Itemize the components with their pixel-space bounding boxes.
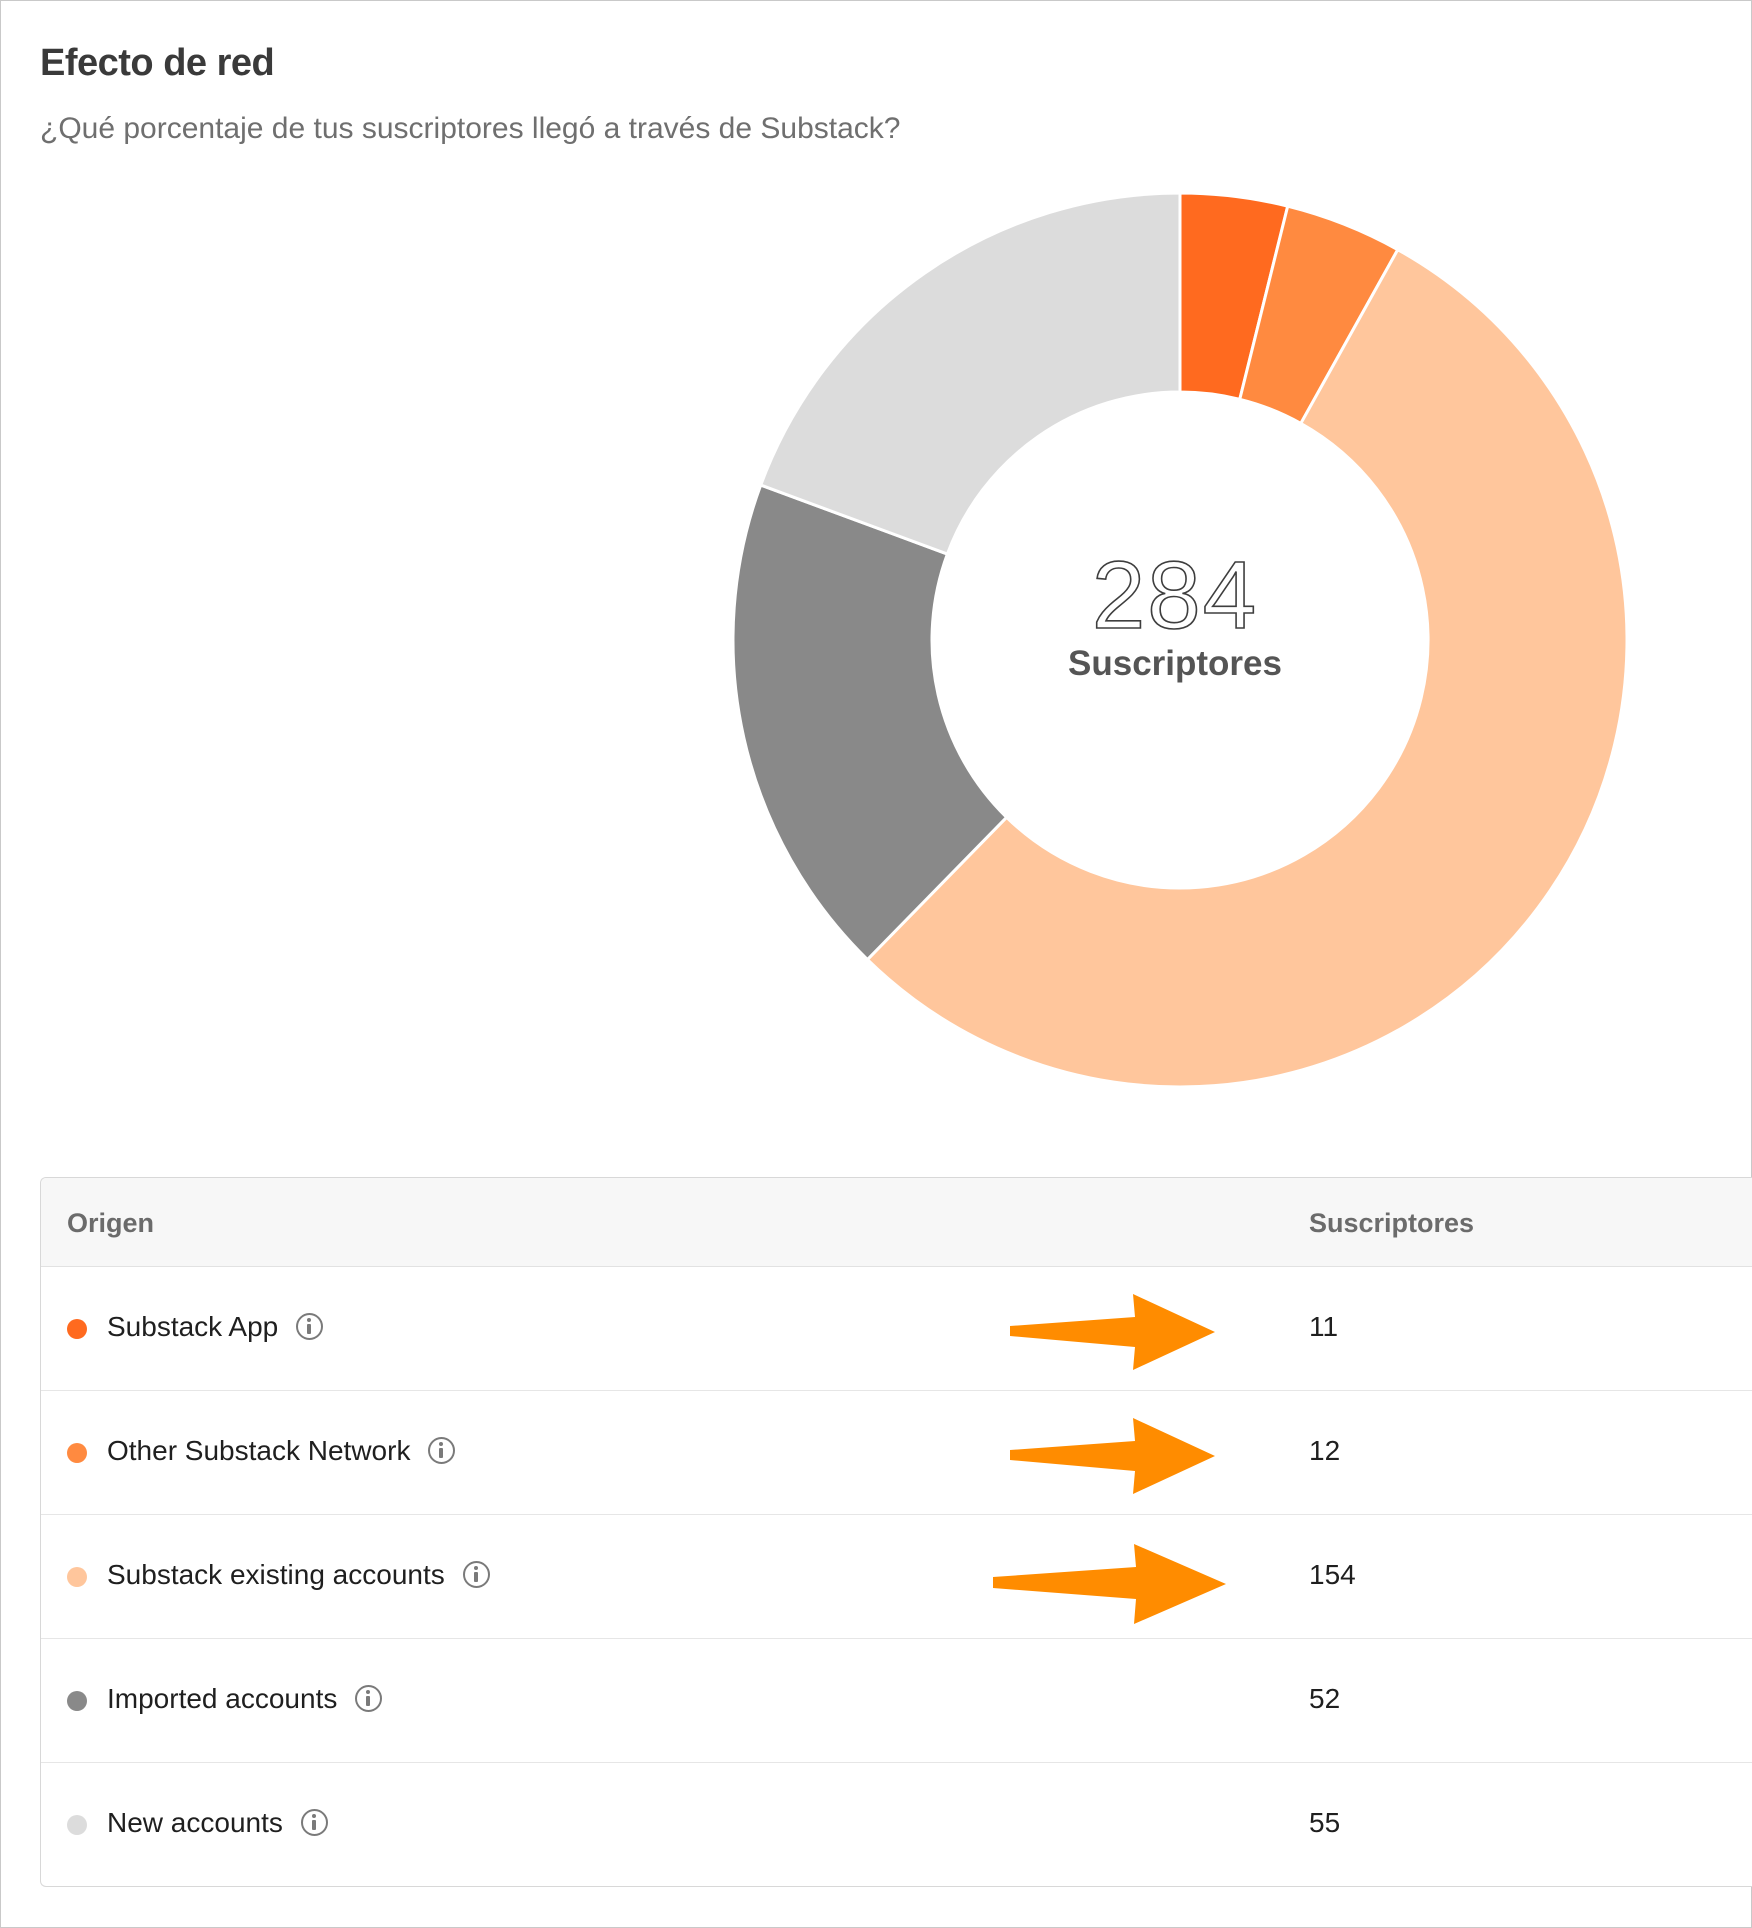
total-subscribers-value: 284 <box>1091 542 1259 649</box>
info-circle-icon[interactable] <box>355 1685 383 1712</box>
donut-slice[interactable] <box>865 247 1629 1089</box>
legend-dot <box>67 1567 87 1587</box>
annotation-arrow-icon <box>1010 1418 1215 1494</box>
total-subscribers-label: Suscriptores <box>1068 644 1282 683</box>
legend-dot <box>67 1815 87 1835</box>
row-label: Substack App <box>107 1311 279 1342</box>
column-header-subscribers: Suscriptores <box>1309 1208 1475 1238</box>
info-circle-icon[interactable] <box>428 1437 456 1464</box>
info-circle-icon[interactable] <box>462 1561 490 1588</box>
section-subtitle: ¿Qué porcentaje de tus suscriptores lleg… <box>40 112 901 145</box>
info-circle-icon[interactable] <box>300 1809 328 1836</box>
row-value: 11 <box>1309 1311 1339 1342</box>
annotation-arrow-icon <box>1010 1294 1215 1370</box>
table-row: New accounts 55 <box>41 1763 1752 1886</box>
row-label: Substack existing accounts <box>107 1559 445 1590</box>
row-value: 55 <box>1309 1807 1341 1838</box>
row-value: 154 <box>1309 1559 1356 1590</box>
table-row: Substack existing accounts 154 <box>41 1515 1752 1639</box>
row-label: Other Substack Network <box>107 1435 411 1466</box>
table-row: Other Substack Network 12 <box>41 1391 1752 1515</box>
row-label-wrap: Substack existing accounts <box>107 1559 490 1591</box>
row-label-wrap: Substack App <box>107 1311 324 1343</box>
donut-slice[interactable] <box>758 191 1182 556</box>
table-header: Origen Suscriptores <box>41 1178 1752 1267</box>
row-label-wrap: Imported accounts <box>107 1683 383 1715</box>
legend-dot <box>67 1443 87 1463</box>
row-label: New accounts <box>107 1807 283 1838</box>
table-row: Substack App 11 <box>41 1267 1752 1391</box>
legend-dot <box>67 1691 87 1711</box>
legend-dot <box>67 1319 87 1339</box>
donut-slice[interactable] <box>731 483 1009 962</box>
table-row: Imported accounts 52 <box>41 1639 1752 1763</box>
row-label: Imported accounts <box>107 1683 338 1714</box>
row-label-wrap: Other Substack Network <box>107 1435 456 1467</box>
origin-table: Origen Suscriptores Substack App 11 Othe… <box>40 1177 1752 1887</box>
row-label-wrap: New accounts <box>107 1807 328 1839</box>
donut-chart <box>731 191 1629 1089</box>
row-value: 52 <box>1309 1683 1341 1714</box>
section-title: Efecto de red <box>40 42 275 84</box>
row-value: 12 <box>1309 1435 1341 1466</box>
annotation-arrow-icon <box>993 1544 1226 1624</box>
column-header-origin: Origen <box>67 1208 155 1238</box>
info-circle-icon[interactable] <box>296 1313 324 1340</box>
